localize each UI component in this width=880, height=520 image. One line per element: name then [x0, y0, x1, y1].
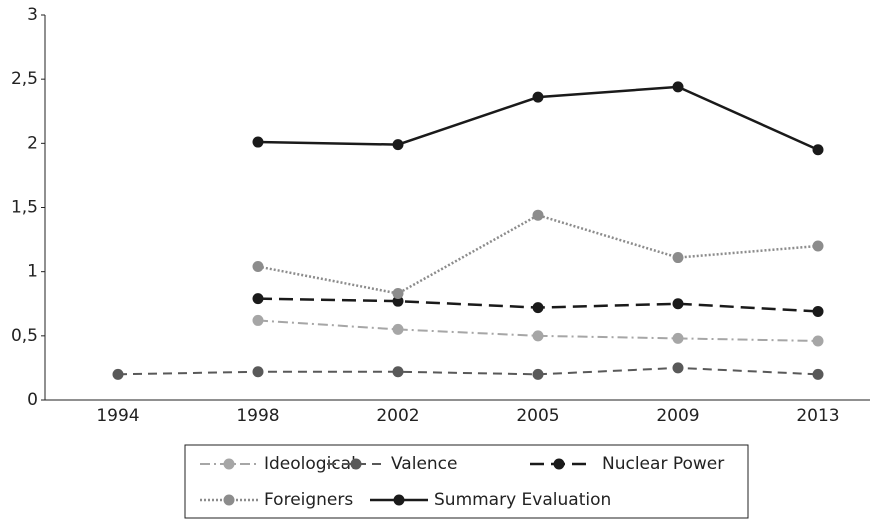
- data-point: [672, 298, 684, 310]
- x-tick-label: 2002: [376, 406, 419, 426]
- data-point: [252, 136, 264, 148]
- data-point: [672, 362, 684, 374]
- x-tick-label: 2013: [796, 406, 839, 426]
- legend-marker: [223, 458, 235, 470]
- data-point: [392, 366, 404, 378]
- x-tick-label: 2009: [656, 406, 699, 426]
- data-point: [252, 261, 264, 273]
- legend-label: Valence: [391, 454, 458, 474]
- data-point: [812, 144, 824, 156]
- legend-marker: [350, 458, 362, 470]
- legend-label: Summary Evaluation: [434, 490, 611, 510]
- data-point: [532, 209, 544, 221]
- data-point: [112, 368, 124, 380]
- data-point: [532, 330, 544, 342]
- data-point: [812, 368, 824, 380]
- data-point: [812, 335, 824, 347]
- data-point: [812, 240, 824, 252]
- data-point: [392, 139, 404, 151]
- data-point: [532, 368, 544, 380]
- x-tick-label: 1994: [96, 406, 139, 426]
- y-tick-label: 3: [27, 5, 38, 25]
- data-point: [672, 81, 684, 93]
- legend-marker: [393, 494, 405, 506]
- data-point: [252, 293, 264, 305]
- legend-marker: [223, 494, 235, 506]
- data-point: [672, 332, 684, 344]
- data-point: [252, 366, 264, 378]
- data-point: [392, 295, 404, 307]
- data-point: [672, 252, 684, 264]
- legend-label: Ideological: [264, 454, 356, 474]
- y-tick-label: 0,5: [11, 326, 38, 346]
- data-point: [252, 314, 264, 326]
- series-line: [257, 213, 819, 295]
- x-tick-label: 2005: [516, 406, 559, 426]
- legend-marker: [553, 458, 565, 470]
- data-point: [392, 323, 404, 335]
- y-tick-label: 2: [27, 133, 38, 153]
- y-tick-label: 2,5: [11, 69, 38, 89]
- series-line: [117, 366, 819, 376]
- data-point: [812, 305, 824, 317]
- legend-box: [184, 444, 749, 519]
- y-tick-label: 1: [27, 262, 38, 282]
- y-tick-label: 0: [27, 390, 38, 410]
- x-tick-label: 1998: [236, 406, 279, 426]
- data-point: [532, 91, 544, 103]
- y-tick-label: 1,5: [11, 198, 38, 218]
- legend-label: Foreigners: [264, 490, 353, 510]
- data-point: [392, 287, 404, 299]
- data-point: [532, 302, 544, 314]
- legend-label: Nuclear Power: [602, 454, 724, 474]
